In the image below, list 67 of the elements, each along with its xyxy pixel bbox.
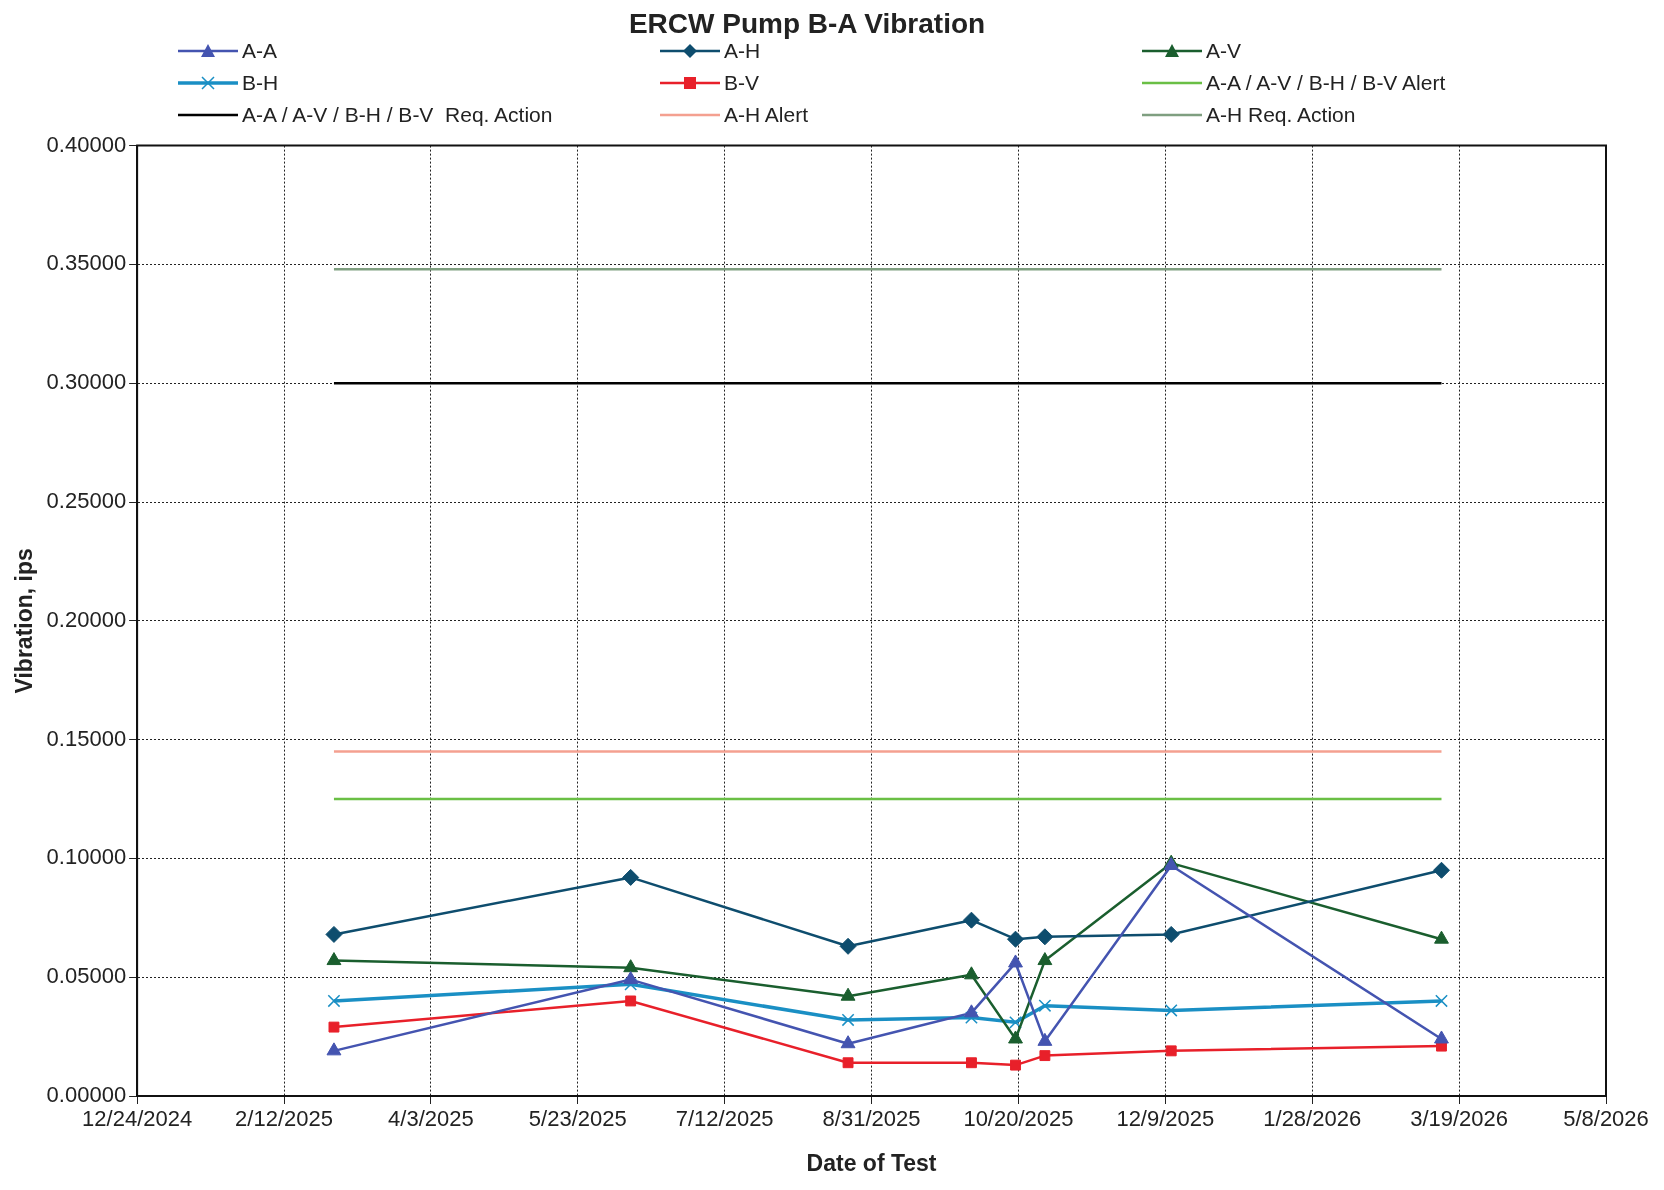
point: [964, 1004, 979, 1018]
point: [326, 952, 342, 966]
y-axis-title: Vibration, ips: [11, 548, 38, 694]
x-tick-label: 12/24/2024: [82, 1106, 193, 1132]
y-tick-label: 0.30000: [46, 369, 127, 395]
point: [325, 925, 343, 943]
y-tick-label: 0.35000: [46, 250, 127, 276]
point: [622, 868, 640, 886]
point: [1036, 928, 1054, 946]
x-tick-label: 7/12/2025: [675, 1106, 774, 1132]
x-tick-label: 2/12/2025: [235, 1106, 333, 1132]
y-tick-label: 0.15000: [46, 725, 127, 751]
legend-label: A-A: [242, 39, 278, 63]
point: [625, 995, 637, 1007]
x-tick-label: 5/8/2026: [1563, 1106, 1649, 1132]
x-tick-label: 5/23/2025: [528, 1106, 627, 1132]
point: [841, 1013, 855, 1027]
x-tick-label: 1/28/2026: [1263, 1106, 1362, 1132]
x-tick-label: 3/19/2026: [1410, 1106, 1509, 1132]
point: [326, 1042, 342, 1056]
point: [623, 971, 639, 985]
x-tick-label: 10/20/2025: [963, 1106, 1074, 1132]
legend-label: A-H: [724, 39, 761, 63]
legend-label: B-H: [242, 71, 279, 95]
point: [327, 994, 341, 1008]
point: [1039, 1050, 1051, 1062]
point: [623, 959, 639, 973]
y-tick-label: 0.40000: [46, 131, 127, 157]
point: [1010, 1059, 1021, 1071]
y-tick-label: 0.10000: [46, 844, 127, 870]
point: [1434, 1030, 1449, 1044]
point: [1007, 930, 1025, 948]
point: [1008, 1030, 1023, 1044]
point: [1008, 954, 1023, 968]
point: [1164, 1004, 1178, 1017]
point: [1037, 1032, 1053, 1046]
legend-label: A-A / A-V / B-H / B-V Req. Action: [242, 103, 553, 127]
legend-label: A-V: [1206, 39, 1242, 63]
legend-label: A-H Alert: [724, 103, 809, 127]
point: [1432, 861, 1450, 879]
x-tick-label: 4/3/2025: [388, 1106, 474, 1132]
point: [840, 987, 856, 1001]
chart-title: ERCW Pump B-A Vibration: [628, 7, 986, 39]
x-axis-title: Date of Test: [806, 1149, 937, 1176]
point: [1435, 994, 1448, 1008]
point: [1037, 952, 1053, 966]
point: [1434, 930, 1449, 944]
point: [966, 1057, 977, 1069]
point: [842, 1057, 854, 1069]
point: [1162, 925, 1180, 943]
y-tick-label: 0.25000: [46, 488, 127, 514]
point: [840, 1035, 856, 1049]
point: [1165, 1045, 1177, 1057]
y-tick-label: 0.20000: [46, 606, 127, 632]
point: [1038, 999, 1052, 1013]
point: [1009, 1015, 1022, 1029]
point: [328, 1021, 340, 1033]
point: [962, 911, 980, 929]
y-tick-label: 0.00000: [46, 1082, 127, 1108]
x-tick-label: 8/31/2025: [822, 1106, 921, 1132]
point: [964, 966, 979, 980]
legend-label: A-H Req. Action: [1206, 103, 1356, 127]
x-tick-label: 12/9/2025: [1116, 1106, 1215, 1132]
point: [839, 937, 857, 955]
y-tick-label: 0.05000: [46, 963, 127, 989]
legend-label: B-V: [724, 71, 760, 95]
legend-label: A-A / A-V / B-H / B-V Alert: [1206, 71, 1446, 95]
